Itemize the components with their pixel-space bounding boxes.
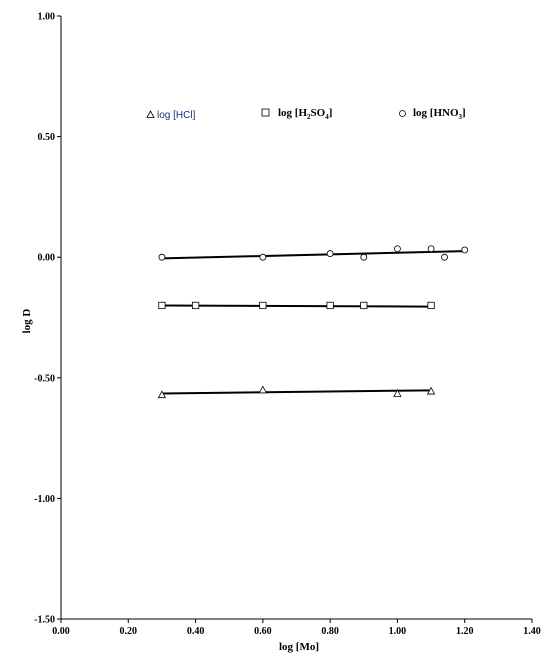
fit-line-series-0 <box>161 389 432 395</box>
circle-point <box>158 253 166 261</box>
fit-lines <box>161 250 465 395</box>
square-marker <box>261 108 270 117</box>
triangle-marker <box>146 110 155 118</box>
square-point <box>326 301 334 310</box>
y-axis-label: log D <box>21 309 33 334</box>
y-tick-label: 0.50 <box>38 132 56 143</box>
y-tick-label: -0.50 <box>34 373 55 384</box>
circle-point <box>427 245 435 253</box>
y-axis-ticks: 1.00 0.50 0.00 -0.50 -1.00 -1.50 <box>34 12 61 626</box>
x-tick-label: 0.20 <box>120 626 138 637</box>
triangle-point <box>157 390 167 399</box>
legend-label-hno3: log [HNO3] <box>413 107 466 121</box>
triangle-point <box>426 386 436 395</box>
square-point <box>191 301 200 310</box>
y-tick-label: -1.00 <box>34 494 55 505</box>
data-points <box>157 245 469 399</box>
legend-label-hcl: log [HCl] <box>157 110 196 121</box>
square-point <box>427 301 435 310</box>
legend-item-h2so4: log [H2SO4] <box>261 107 332 121</box>
square-point <box>158 301 166 310</box>
legend-item-hcl: log [HCl] <box>146 110 196 121</box>
circle-point <box>259 253 267 261</box>
y-tick-label: 0.00 <box>38 253 56 264</box>
circle-point <box>360 253 368 261</box>
legend: log [HCl] log [H2SO4] log [HNO3] <box>146 107 466 121</box>
square-point <box>259 301 267 310</box>
axes <box>60 16 532 620</box>
circle-point <box>394 245 401 253</box>
circle-point <box>441 253 448 261</box>
triangle-point <box>258 385 268 394</box>
fit-line-series-1 <box>161 304 432 308</box>
x-tick-label: 1.40 <box>523 626 541 637</box>
x-tick-label: 0.60 <box>254 626 272 637</box>
legend-item-hno3: log [HNO3] <box>399 107 466 121</box>
x-axis-ticks: 0.00 0.20 0.40 0.60 0.80 1.00 1.20 1.40 <box>52 619 541 637</box>
circle-point <box>461 246 469 254</box>
y-tick-label: 1.00 <box>38 12 56 23</box>
y-tick-label: -1.50 <box>34 615 55 626</box>
x-axis-label: log [Mo] <box>279 641 319 653</box>
circle-point <box>326 250 334 257</box>
x-tick-label: 0.80 <box>321 626 339 637</box>
circle-marker <box>399 110 406 117</box>
x-tick-label: 0.00 <box>52 626 70 637</box>
x-tick-label: 1.20 <box>456 626 474 637</box>
square-point <box>360 301 368 310</box>
x-tick-label: 0.40 <box>187 626 205 637</box>
x-tick-label: 1.00 <box>389 626 407 637</box>
legend-label-h2so4: log [H2SO4] <box>278 107 332 121</box>
triangle-point <box>393 389 402 397</box>
fit-line-series-2 <box>161 250 465 260</box>
